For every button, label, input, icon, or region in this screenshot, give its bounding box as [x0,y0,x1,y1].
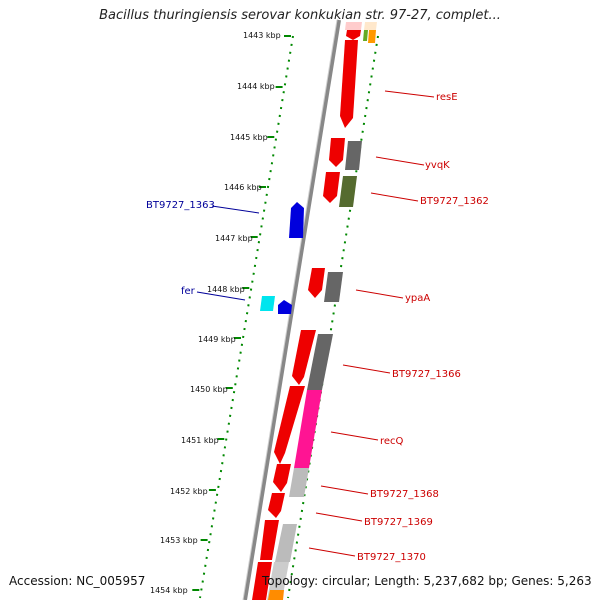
cds-forward[interactable] [329,138,345,167]
sequence-backbone [243,19,341,600]
gene-label-bt9727-1370[interactable]: BT9727_1370 [357,552,426,563]
gene-label-bt9727-1368[interactable]: BT9727_1368 [370,489,439,500]
gene-label-ypaA[interactable]: ypaA [405,293,430,304]
cds-reverse[interactable] [278,300,292,314]
topology-text: Topology: circular; Length: 5,237,682 bp… [262,574,592,588]
tick-label: 1452 kbp [170,487,208,496]
tick-label: 1448 kbp [207,285,245,294]
leader-line [355,289,404,299]
tick-label: 1451 kbp [181,436,219,445]
leader-line [375,156,425,166]
tick-label: 1447 kbp [215,234,253,243]
leader-line [330,431,379,441]
tick-label: 1454 kbp [150,586,188,595]
gene-label-yvqK[interactable]: yvqK [425,160,450,171]
cds-forward[interactable] [308,268,325,298]
cds-forward[interactable] [274,386,305,464]
gene-label-bt9727-1363[interactable]: BT9727_1363 [146,200,215,211]
cds-forward-partial[interactable] [252,562,272,600]
leader-line [370,192,419,202]
tick-label: 1444 kbp [237,82,275,91]
cds-forward[interactable] [292,330,316,385]
leader-line [320,485,369,495]
gene-label-resE[interactable]: resE [436,92,458,103]
gene-label-fer[interactable]: fer [181,286,196,297]
accession-text: Accession: NC_005957 [9,574,146,588]
leader-line [384,90,435,98]
cog-feature [324,272,343,302]
cog-feature [345,141,362,170]
map-title: Bacillus thuringiensis serovar konkukian… [99,8,501,23]
gene-label-bt9727-1369[interactable]: BT9727_1369 [364,517,433,528]
tick-label: 1449 kbp [198,335,236,344]
cog-feature-partial [345,22,362,30]
leader-line [315,512,363,522]
tick-label: 1445 kbp [230,133,268,142]
cds-forward[interactable] [340,40,358,128]
leader-line [342,364,391,374]
tick-label: 1446 kbp [224,183,262,192]
cds-forward[interactable] [323,172,340,203]
cog-feature-partial [268,590,284,600]
gene-label-recQ[interactable]: recQ [380,436,404,447]
cds-forward[interactable] [268,493,285,518]
cog-feature-partial [364,22,377,30]
tick-label: 1443 kbp [243,31,281,40]
tick-label: 1453 kbp [160,536,198,545]
cog-feature [294,390,322,468]
cds-forward-partial[interactable] [346,30,361,40]
cog-feature [307,334,333,390]
cog-feature-partial [363,30,368,41]
tick-marks [192,35,291,591]
tick-label: 1450 kbp [190,385,228,394]
gene-label-bt9727-1362[interactable]: BT9727_1362 [420,196,489,207]
forward-strand-rail [287,35,379,599]
gene-label-bt9727-1366[interactable]: BT9727_1366 [392,369,461,380]
cog-feature [289,468,309,497]
cog-feature-partial [368,30,376,43]
cog-feature [260,296,275,311]
leader-line [196,291,246,301]
cds-forward[interactable] [260,520,279,560]
cog-feature [339,176,357,207]
cog-feature [275,524,297,562]
cds-reverse[interactable] [289,202,304,238]
cds-forward[interactable] [273,464,291,492]
leader-line [308,547,356,557]
leader-line [211,205,260,214]
